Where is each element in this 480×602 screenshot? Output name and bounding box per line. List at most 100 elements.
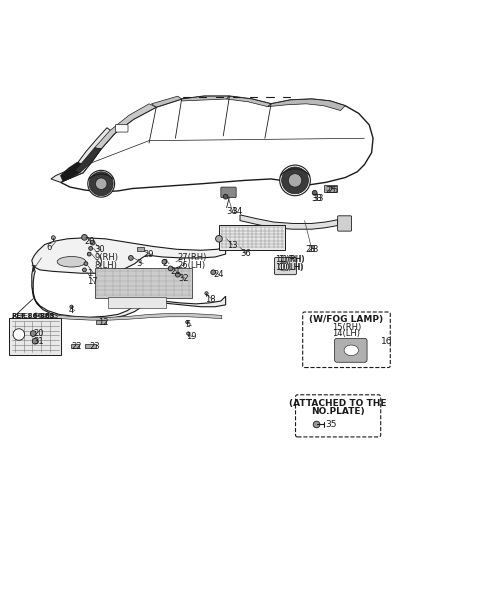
Circle shape [187, 332, 190, 335]
Circle shape [87, 252, 91, 256]
Text: 15(RH): 15(RH) [332, 323, 361, 332]
Text: 32: 32 [179, 274, 190, 283]
Circle shape [223, 194, 228, 199]
Circle shape [83, 268, 86, 272]
Text: 8(LH): 8(LH) [95, 261, 118, 270]
Bar [85, 344, 96, 349]
Polygon shape [95, 104, 156, 149]
Circle shape [205, 291, 208, 295]
Text: 9(RH): 9(RH) [95, 253, 119, 262]
Circle shape [13, 329, 24, 340]
Text: 21: 21 [170, 267, 180, 276]
Text: 11(RH): 11(RH) [278, 255, 305, 264]
FancyBboxPatch shape [116, 125, 128, 132]
Circle shape [280, 165, 311, 196]
Text: 5: 5 [185, 320, 190, 329]
Circle shape [288, 174, 302, 187]
Circle shape [186, 320, 189, 324]
FancyBboxPatch shape [108, 297, 166, 308]
Text: 11(RH): 11(RH) [276, 255, 305, 264]
FancyBboxPatch shape [221, 187, 236, 197]
Text: 10(LH): 10(LH) [278, 262, 304, 272]
Text: 35: 35 [325, 420, 336, 429]
Text: 31: 31 [33, 337, 44, 346]
Text: 7: 7 [30, 265, 36, 275]
Text: (ATTACHED TO THE: (ATTACHED TO THE [289, 399, 387, 408]
Text: 3: 3 [137, 259, 142, 268]
Text: 13: 13 [227, 241, 237, 249]
Text: 22: 22 [72, 342, 82, 351]
Polygon shape [268, 99, 345, 111]
Text: 19: 19 [186, 332, 197, 341]
Circle shape [84, 262, 88, 265]
Text: 17: 17 [87, 277, 97, 286]
Circle shape [32, 338, 38, 344]
FancyBboxPatch shape [9, 318, 61, 355]
Circle shape [70, 305, 73, 308]
Text: REF.86-863: REF.86-863 [19, 313, 58, 319]
Circle shape [175, 272, 180, 277]
Bar [96, 320, 106, 324]
Text: 18: 18 [205, 294, 216, 303]
Text: (W/FOG LAMP): (W/FOG LAMP) [310, 315, 384, 324]
Bar [324, 185, 337, 192]
Text: 20: 20 [84, 237, 95, 246]
Circle shape [313, 421, 320, 428]
Ellipse shape [279, 262, 289, 271]
Circle shape [168, 266, 173, 271]
Ellipse shape [57, 256, 86, 267]
Ellipse shape [344, 345, 359, 356]
Polygon shape [60, 96, 373, 192]
Circle shape [282, 167, 309, 194]
Text: 14(LH): 14(LH) [333, 329, 360, 338]
Text: 23: 23 [89, 342, 100, 351]
Text: 20: 20 [33, 329, 44, 338]
Polygon shape [35, 313, 222, 320]
Text: 29: 29 [144, 250, 154, 259]
Text: 34: 34 [227, 206, 237, 216]
Text: 12: 12 [98, 318, 109, 326]
FancyBboxPatch shape [275, 258, 297, 275]
Text: 36: 36 [240, 249, 251, 258]
Circle shape [89, 246, 93, 250]
Polygon shape [227, 96, 271, 107]
FancyBboxPatch shape [95, 268, 192, 297]
Text: 28: 28 [305, 245, 316, 254]
Bar [137, 247, 144, 252]
Circle shape [51, 236, 55, 240]
Text: 16: 16 [381, 337, 393, 346]
Circle shape [90, 240, 95, 245]
Text: 33: 33 [311, 194, 322, 203]
Polygon shape [181, 96, 229, 101]
Text: 2: 2 [162, 259, 168, 268]
Text: 6: 6 [46, 243, 51, 252]
FancyBboxPatch shape [296, 395, 381, 437]
Circle shape [129, 255, 133, 260]
Text: NO.PLATE): NO.PLATE) [312, 406, 365, 415]
Circle shape [216, 235, 222, 242]
FancyBboxPatch shape [335, 338, 367, 362]
Text: 33: 33 [313, 194, 324, 203]
Text: 25: 25 [327, 187, 338, 196]
Circle shape [89, 172, 113, 196]
Circle shape [82, 234, 87, 240]
FancyBboxPatch shape [337, 216, 351, 231]
Text: 30: 30 [95, 245, 105, 254]
Circle shape [162, 259, 167, 264]
Polygon shape [152, 96, 181, 107]
Text: 10(LH): 10(LH) [276, 262, 303, 272]
Polygon shape [75, 148, 101, 173]
Circle shape [211, 270, 216, 275]
FancyBboxPatch shape [219, 225, 286, 250]
Polygon shape [60, 162, 84, 181]
Circle shape [312, 190, 317, 195]
Text: 28: 28 [307, 245, 318, 254]
Polygon shape [32, 267, 226, 319]
Polygon shape [32, 238, 226, 273]
Bar [71, 344, 79, 348]
Circle shape [96, 178, 107, 190]
Text: 24: 24 [213, 270, 224, 279]
Text: 4: 4 [69, 306, 74, 315]
Text: 27(RH): 27(RH) [178, 253, 207, 262]
Polygon shape [51, 128, 115, 182]
